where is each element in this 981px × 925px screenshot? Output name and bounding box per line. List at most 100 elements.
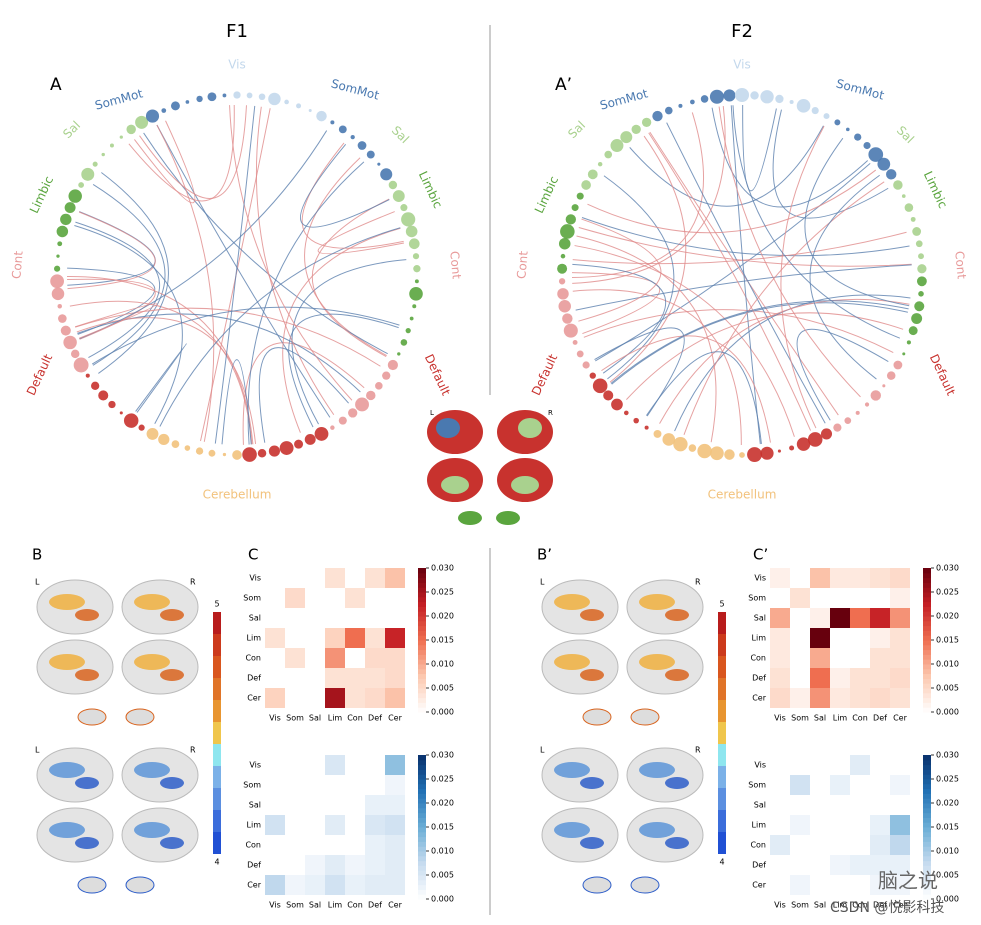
- colorbar-tick-label: 0.010: [936, 847, 959, 856]
- chord: [601, 335, 771, 443]
- heatmap-cell: [850, 775, 870, 795]
- node: [664, 106, 673, 115]
- node: [314, 427, 329, 441]
- chord: [772, 109, 889, 219]
- colorbar-segment: [213, 656, 221, 678]
- heatmap-cell: [810, 875, 830, 895]
- colorbar-step: [418, 889, 426, 895]
- heatmap-cell: [345, 668, 365, 688]
- heatmap-cell: [810, 668, 830, 688]
- node: [877, 157, 891, 171]
- node: [70, 349, 80, 359]
- heatmap-cell: [810, 835, 830, 855]
- hemi-label: L: [35, 746, 40, 755]
- heatmap-cell: [890, 755, 910, 775]
- brain-region: [665, 837, 689, 849]
- node: [631, 124, 641, 135]
- colorbar-step: [418, 827, 426, 833]
- heatmap-cell: [790, 795, 810, 815]
- chord: [300, 143, 390, 228]
- heatmap-cell: [345, 875, 365, 895]
- chord: [134, 120, 196, 204]
- heatmap-cell: [305, 755, 325, 775]
- col-label: Lim: [833, 901, 848, 910]
- colorbar-step: [923, 793, 931, 799]
- colorbar-tick-label: 0.015: [431, 636, 454, 645]
- colorbar-step: [923, 601, 931, 607]
- chord: [683, 181, 885, 435]
- heatmap-cell: [770, 688, 790, 708]
- heatmap-cell: [770, 568, 790, 588]
- network-label: Sal: [389, 123, 412, 146]
- colorbar-step: [923, 572, 931, 579]
- heatmap-cell: [890, 815, 910, 835]
- brain-region: [134, 822, 170, 838]
- col-label: Con: [347, 714, 363, 723]
- node: [101, 152, 105, 157]
- panel-label: C’: [753, 546, 768, 564]
- heatmap-cell: [790, 628, 810, 648]
- row-label: Sal: [249, 801, 261, 810]
- chord: [255, 106, 335, 416]
- heatmap-cell: [325, 688, 345, 708]
- colorbar-tick-label: 0.005: [431, 684, 454, 693]
- brain-region: [580, 837, 604, 849]
- colorbar-step: [418, 855, 426, 862]
- colorbar-tick-label: 0.030: [936, 751, 959, 760]
- heatmap-cell: [265, 588, 285, 608]
- row-label: Cer: [752, 881, 767, 890]
- node: [912, 227, 922, 236]
- heatmap-cell: [790, 875, 810, 895]
- hemi-label: L: [430, 409, 434, 417]
- chord: [711, 107, 869, 208]
- colorbar-step: [418, 678, 426, 684]
- chord: [282, 227, 401, 433]
- heatmap-cell: [870, 588, 890, 608]
- chord: [79, 130, 328, 340]
- colorbar-step: [418, 606, 426, 612]
- heatmap-cell: [305, 668, 325, 688]
- network-label: Limbic: [416, 169, 445, 211]
- heatmap-cell: [285, 795, 305, 815]
- colorbar-tick-label: 0.030: [431, 751, 454, 760]
- node: [611, 398, 623, 411]
- node: [902, 352, 906, 356]
- node: [138, 424, 145, 431]
- colorbar-step: [418, 620, 426, 627]
- colorbar-step: [923, 851, 931, 857]
- node: [222, 93, 227, 98]
- center-brain: [427, 410, 553, 525]
- colorbar-step: [418, 659, 426, 665]
- node: [246, 92, 253, 99]
- colorbar-step: [418, 596, 426, 603]
- node: [747, 447, 763, 463]
- heatmap-cell: [305, 628, 325, 648]
- chord: [221, 359, 252, 445]
- col-label: Sal: [309, 714, 321, 723]
- colorbar-step: [418, 673, 426, 679]
- node: [242, 447, 257, 462]
- chord: [74, 303, 158, 339]
- colorbar-step: [923, 855, 931, 862]
- heatmap-cell: [850, 855, 870, 875]
- node: [145, 109, 160, 123]
- heatmap-cell: [365, 775, 385, 795]
- heatmap-cell: [850, 795, 870, 815]
- heatmap-cell: [365, 648, 385, 668]
- colorbar-step: [418, 572, 426, 579]
- node: [560, 253, 566, 259]
- colorbar-step: [418, 635, 426, 641]
- heatmap-cell: [365, 688, 385, 708]
- heatmap-cell: [810, 855, 830, 875]
- heatmap-cell: [850, 755, 870, 775]
- colorbar-step: [418, 611, 426, 617]
- heatmap-cell: [850, 608, 870, 628]
- node: [918, 253, 924, 260]
- heatmap-cell: [345, 835, 365, 855]
- chord: [139, 105, 247, 199]
- heatmap-cell: [790, 648, 810, 668]
- brain-region: [665, 609, 689, 621]
- col-label: Som: [286, 901, 304, 910]
- heatmap-cell: [385, 668, 405, 688]
- node: [408, 238, 420, 250]
